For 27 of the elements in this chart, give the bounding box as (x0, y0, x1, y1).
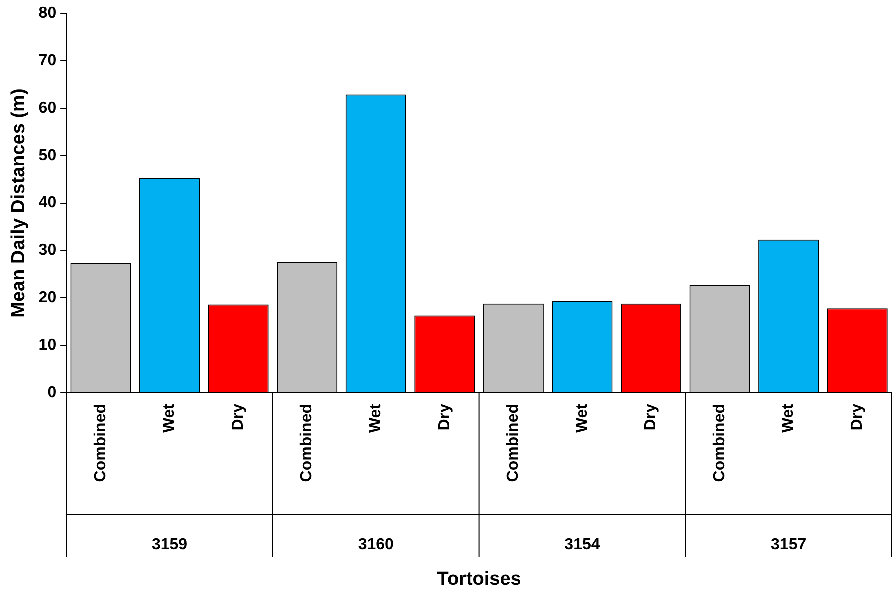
y-tick-label: 40 (38, 194, 57, 212)
x-tick-label: Combined (298, 404, 316, 482)
y-tick-label: 80 (38, 5, 57, 22)
text: 3159 (152, 536, 188, 554)
x-tick-label: Combined (711, 404, 728, 482)
x-tick-label: Combined (92, 404, 110, 482)
x-tick-label: Wet (368, 403, 385, 434)
x-axis-title: Tortoises (437, 569, 522, 590)
text: 3160 (358, 536, 394, 554)
x-tick-label: Dry (642, 404, 660, 431)
x-tick-label: Combined (505, 404, 522, 482)
x-tick-label: Dry (230, 404, 247, 431)
x-tick-label: Dry (436, 404, 454, 431)
y-tick-label: 0 (48, 384, 57, 402)
y-tick-label: 30 (38, 242, 57, 260)
x-tick-label: Wet (161, 403, 178, 434)
y-axis-title: Mean Daily Distances (m) (8, 88, 30, 318)
text: 3157 (771, 536, 807, 554)
y-tick-label: 20 (38, 290, 57, 307)
y-tick-label: 70 (38, 52, 57, 70)
x-tick-label: Wet (574, 403, 591, 434)
text: 3154 (564, 536, 600, 554)
x-tick-label: Dry (849, 404, 866, 431)
x-tick-label: Wet (780, 403, 798, 434)
y-tick-label: 60 (38, 100, 57, 117)
y-tick-label: 10 (38, 336, 57, 354)
y-tick-label: 50 (38, 147, 57, 164)
